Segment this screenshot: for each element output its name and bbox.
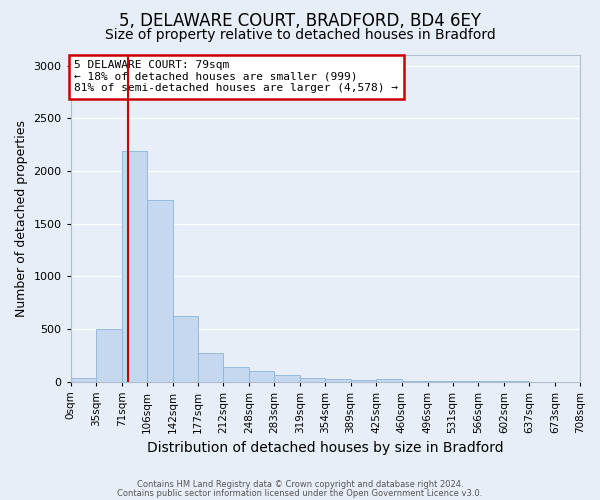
Bar <box>71 378 96 382</box>
Y-axis label: Number of detached properties: Number of detached properties <box>15 120 28 317</box>
Text: Contains public sector information licensed under the Open Government Licence v3: Contains public sector information licen… <box>118 488 482 498</box>
Bar <box>173 316 198 382</box>
Bar <box>401 380 428 382</box>
Bar <box>198 353 223 382</box>
X-axis label: Distribution of detached houses by size in Bradford: Distribution of detached houses by size … <box>147 441 503 455</box>
Bar <box>325 379 350 382</box>
Bar <box>376 380 401 382</box>
Bar <box>350 380 376 382</box>
Bar <box>249 371 274 382</box>
Text: 5, DELAWARE COURT, BRADFORD, BD4 6EY: 5, DELAWARE COURT, BRADFORD, BD4 6EY <box>119 12 481 30</box>
Bar <box>96 329 122 382</box>
Bar <box>223 367 249 382</box>
Text: Contains HM Land Registry data © Crown copyright and database right 2024.: Contains HM Land Registry data © Crown c… <box>137 480 463 489</box>
Text: 5 DELAWARE COURT: 79sqm
← 18% of detached houses are smaller (999)
81% of semi-d: 5 DELAWARE COURT: 79sqm ← 18% of detache… <box>74 60 398 94</box>
Text: Size of property relative to detached houses in Bradford: Size of property relative to detached ho… <box>104 28 496 42</box>
Bar <box>274 374 300 382</box>
Bar <box>300 378 325 382</box>
Bar <box>122 151 147 382</box>
Bar <box>147 200 173 382</box>
